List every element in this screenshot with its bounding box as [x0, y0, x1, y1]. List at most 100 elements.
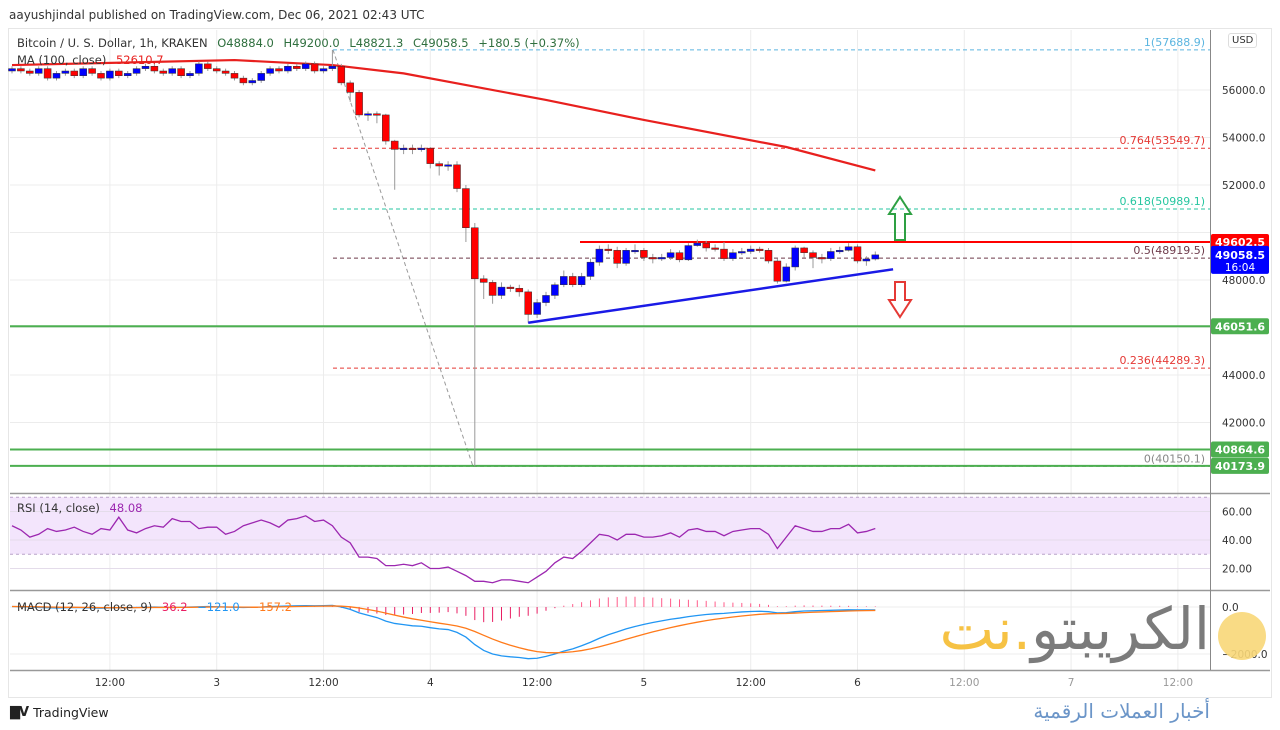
candle-down — [471, 227, 479, 280]
time-tick-label: 12:00 — [949, 677, 979, 689]
price-label: 40864.6 — [1215, 443, 1265, 456]
macd-legend[interactable]: MACD (12, 26, close, 9) 36.2 −121.0 −157… — [17, 600, 298, 614]
rsi-pane — [11, 515, 876, 584]
tradingview-logo[interactable]: ▇V TradingView — [10, 705, 109, 720]
time-tick-label: 12:00 — [1163, 677, 1193, 689]
candle-down — [435, 163, 443, 167]
candle-down — [337, 66, 346, 84]
candle-down — [818, 257, 826, 260]
candle-down — [711, 247, 719, 250]
candle-up — [738, 251, 746, 254]
candle-down — [773, 260, 782, 282]
time-tick-label: 12:00 — [522, 677, 552, 689]
price-tick-label: 42000.0 — [1222, 418, 1265, 430]
price-label-box — [1211, 318, 1269, 335]
candle-up — [444, 164, 452, 167]
time-tick-label: 12:00 — [736, 677, 766, 689]
candle-down — [26, 70, 34, 74]
candle-up — [257, 73, 265, 81]
time-axis[interactable]: 12:00 3 12:00 4 12:00 5 12:00 6 12:00 7 12:00 — [95, 677, 1193, 689]
macd-tick-label: −2000.0 — [1222, 649, 1268, 661]
candle-up — [666, 252, 675, 258]
brand-name: TradingView — [33, 705, 109, 720]
time-tick-label: 4 — [427, 677, 434, 689]
candle-down — [230, 73, 239, 79]
arrow-down-icon[interactable] — [887, 281, 913, 319]
price-label: 49602.5 — [1215, 236, 1265, 249]
candle-up — [34, 68, 43, 74]
price-label-box — [1211, 457, 1269, 474]
price-tick-label: 54000.0 — [1222, 133, 1265, 145]
candle-down — [382, 114, 390, 142]
fib-level-label: 1(57688.9) — [1144, 36, 1205, 49]
time-tick-label: 6 — [854, 677, 861, 689]
candle-down — [479, 278, 488, 283]
fib-level-label: 0.618(50989.1) — [1119, 195, 1205, 208]
rsi-line — [11, 515, 876, 584]
candle-down — [17, 68, 25, 72]
candle-down — [613, 250, 621, 264]
candle-down — [239, 77, 248, 84]
candle-up — [533, 302, 541, 315]
candle-down — [275, 68, 283, 72]
currency-button[interactable]: USD — [1228, 33, 1258, 48]
candle-down — [515, 288, 524, 293]
candle-up — [417, 147, 426, 150]
candle-up — [746, 248, 755, 252]
rsi-value: 48.08 — [109, 501, 143, 515]
open-value: O48884.0 — [217, 36, 274, 50]
macd-tick-label: 0.0 — [1222, 602, 1239, 614]
candle-down — [221, 70, 230, 74]
time-tick-label: 3 — [213, 677, 220, 689]
candle-down — [373, 113, 381, 116]
ma-line — [11, 58, 876, 172]
high-value: H49200.0 — [283, 36, 340, 50]
price-tick-label: 52000.0 — [1222, 180, 1265, 192]
low-value: L48821.3 — [349, 36, 404, 50]
symbol-legend[interactable]: Bitcoin / U. S. Dollar, 1h, KRAKEN O4888… — [17, 36, 586, 50]
candle-down — [70, 70, 79, 76]
candle-up — [595, 248, 604, 263]
candle-up — [657, 257, 666, 260]
signal-line — [11, 605, 876, 654]
candle-up — [195, 63, 203, 74]
ma-legend[interactable]: MA (100, close) 52610.7 — [17, 53, 170, 67]
candle-down — [649, 257, 657, 260]
candle-down — [506, 286, 515, 289]
time-tick-label: 7 — [1068, 677, 1075, 689]
macd-label: MACD (12, 26, close, 9) — [17, 600, 153, 614]
rsi-tick-label: 60.00 — [1222, 507, 1252, 519]
candle-down — [159, 70, 168, 74]
candle-up — [835, 250, 844, 253]
time-tick-label: 5 — [641, 677, 648, 689]
candle-down — [755, 248, 764, 251]
candle-up — [364, 113, 372, 116]
candle-down — [640, 250, 648, 258]
candle-down — [568, 276, 577, 285]
candle-down — [88, 68, 96, 74]
candles — [8, 49, 880, 467]
candle-down — [800, 247, 808, 253]
candle-down — [150, 66, 159, 72]
candle-down — [43, 68, 52, 79]
arrow-up-icon[interactable] — [887, 195, 913, 241]
candle-up — [168, 68, 176, 74]
support-trendline[interactable] — [528, 268, 894, 324]
candle-up — [123, 73, 132, 76]
candle-up — [693, 242, 702, 246]
pane-separators — [10, 30, 1270, 672]
candle-up — [827, 251, 835, 259]
candle-up — [560, 276, 568, 285]
price-axis[interactable]: 56000.0 54000.0 52000.0 48000.0 44000.0 42000… — [1211, 85, 1269, 661]
rsi-legend[interactable]: RSI (14, close) 48.08 — [17, 501, 148, 515]
drawings[interactable] — [528, 195, 913, 324]
price-label-box — [1211, 441, 1269, 458]
candle-up — [631, 250, 639, 253]
candle-up — [328, 66, 337, 69]
candle-down — [462, 188, 470, 228]
ma-value: 52610.7 — [115, 53, 164, 67]
horizontal-levels[interactable] — [10, 240, 1210, 467]
candle-down — [524, 291, 532, 315]
candle-up — [266, 68, 274, 74]
